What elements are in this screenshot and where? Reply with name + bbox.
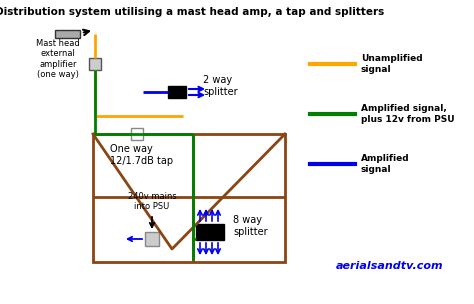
Text: 8 way
splitter: 8 way splitter: [233, 215, 268, 237]
Text: Mast head
external
amplifier
(one way): Mast head external amplifier (one way): [36, 39, 80, 79]
Text: 240v mains
into PSU: 240v mains into PSU: [128, 192, 176, 211]
Bar: [168, 86, 186, 98]
Text: Amplified signal,
plus 12v from PSU: Amplified signal, plus 12v from PSU: [361, 104, 455, 124]
Bar: [196, 224, 224, 240]
Bar: [55, 30, 80, 38]
Text: Unamplified
signal: Unamplified signal: [361, 54, 423, 74]
Bar: [131, 128, 143, 140]
Text: Distribution system utilising a mast head amp, a tap and splitters: Distribution system utilising a mast hea…: [0, 7, 384, 17]
Text: aerialsandtv.com: aerialsandtv.com: [336, 261, 444, 271]
Text: One way
12/1.7dB tap: One way 12/1.7dB tap: [110, 144, 173, 166]
Bar: [93, 134, 285, 262]
Text: Amplified
signal: Amplified signal: [361, 154, 410, 174]
Text: 2 way
splitter: 2 way splitter: [203, 75, 237, 97]
Bar: [145, 232, 159, 246]
Bar: [89, 58, 101, 70]
